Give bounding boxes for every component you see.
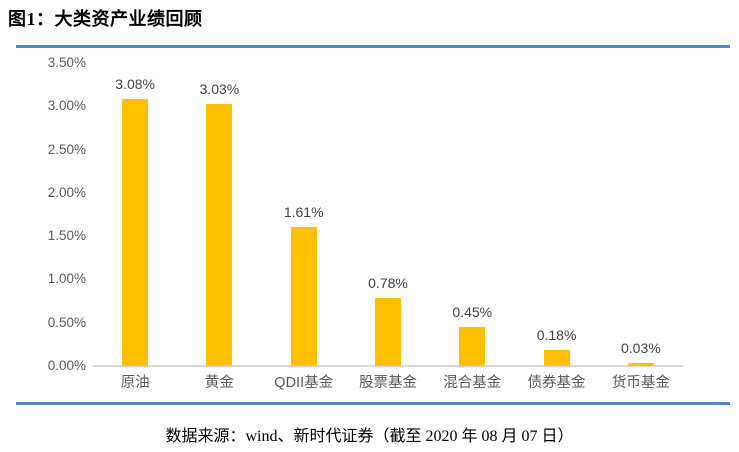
y-axis-tick: 1.50% — [47, 228, 86, 244]
y-axis-tick: 3.50% — [47, 55, 86, 70]
y-axis-tick: 3.00% — [47, 98, 86, 114]
bar — [627, 363, 654, 366]
bar — [206, 103, 233, 366]
x-axis-label: 货币基金 — [611, 375, 670, 391]
x-axis-label: 黄金 — [204, 375, 234, 391]
x-axis-label: 混合基金 — [443, 375, 502, 391]
x-axis-label: 原油 — [120, 375, 150, 391]
bottom-divider — [16, 402, 730, 405]
bar-chart: 3.50% 3.00% 2.50% 2.00% 1.50% 1.00% 0.50% 0.00%… — [47, 55, 683, 391]
x-axis-label: 股票基金 — [359, 375, 417, 391]
bar-value-label: 0.18% — [536, 327, 577, 344]
x-axis-label: 债券基金 — [527, 375, 586, 391]
y-axis-tick: 2.50% — [47, 141, 86, 157]
y-axis-tick: 1.00% — [47, 271, 86, 287]
bar-value-label: 3.08% — [115, 76, 155, 93]
bar — [459, 327, 486, 366]
bar — [290, 226, 317, 366]
bar — [122, 99, 149, 366]
bar — [543, 350, 570, 366]
x-axis-baseline — [93, 365, 683, 367]
y-axis-tick: 2.00% — [47, 184, 86, 200]
bar-value-label: 1.61% — [283, 203, 324, 220]
bar — [375, 298, 401, 366]
bar-value-label: 0.45% — [452, 304, 493, 321]
top-divider — [16, 45, 730, 48]
bar-value-label: 0.03% — [620, 340, 661, 357]
y-axis-tick: 0.00% — [47, 357, 86, 373]
x-axis-label: QDII基金 — [274, 375, 334, 391]
y-axis-tick: 0.50% — [47, 314, 86, 330]
source-note: 数据来源：wind、新时代证券（截至 2020 年 08 月 07 日） — [165, 428, 574, 445]
bar-value-label: 0.78% — [368, 275, 408, 292]
bar-value-label: 3.03% — [199, 80, 240, 97]
figure-title: 图1：大类资产业绩回顾 — [8, 9, 203, 29]
